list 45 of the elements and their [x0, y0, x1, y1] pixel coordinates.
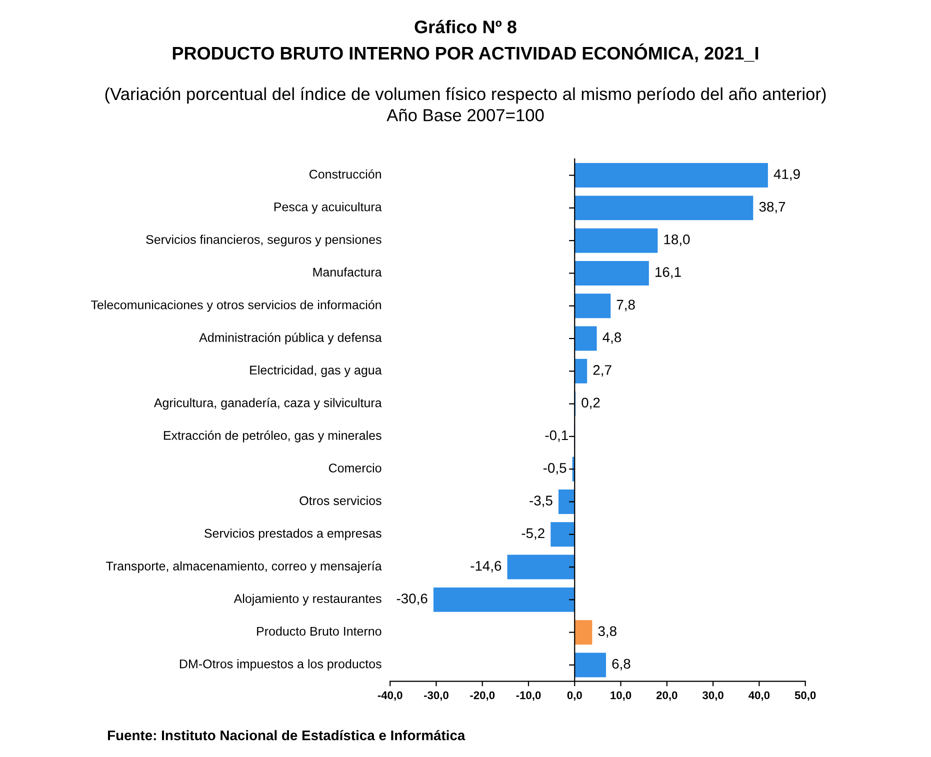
x-tick-label: -30,0	[424, 691, 448, 701]
x-tick-label: 10,0	[610, 691, 632, 701]
data-label: -14,6	[470, 560, 502, 572]
y-tick-label: Agricultura, ganadería, caza y silvicultura	[154, 398, 382, 410]
data-label: 6,8	[612, 658, 630, 670]
x-tick-label: -40,0	[378, 691, 402, 701]
y-tick-label: Electricidad, gas y agua	[250, 365, 382, 377]
data-label: 16,1	[656, 267, 681, 279]
data-label: -5,2	[522, 528, 544, 540]
x-tick-label: 0,0	[567, 691, 582, 701]
data-label: -0,1	[545, 430, 568, 442]
y-tick-label: Servicios prestados a empresas	[204, 528, 382, 540]
x-tick-label: 40,0	[748, 691, 770, 701]
y-tick-label: Alojamiento y restaurantes	[234, 594, 382, 606]
data-label: 4,8	[602, 332, 622, 344]
data-label: 3,8	[598, 626, 616, 638]
y-tick-label: Extracción de petróleo, gas y minerales	[164, 430, 382, 442]
y-tick-label: Administración pública y defensa	[199, 332, 382, 344]
source-note: Fuente: Instituto Nacional de Estadística e Informática	[108, 730, 466, 740]
y-tick-label: Transporte, almacenamiento, correo y mensajería	[106, 561, 382, 573]
x-tick-label: -20,0	[470, 691, 495, 701]
data-label: 7,8	[616, 300, 635, 312]
y-tick-label: Manufactura	[313, 267, 382, 277]
data-label: 18,0	[664, 234, 690, 246]
y-tick-label: Producto Bruto Interno	[257, 626, 382, 636]
x-tick-label: -10,0	[516, 691, 541, 701]
y-tick-label: Comercio	[328, 463, 382, 472]
data-label: 38,7	[759, 202, 786, 214]
data-label: -3,5	[530, 496, 552, 508]
data-label: -0,5	[543, 462, 566, 474]
data-label: 2,7	[593, 365, 612, 377]
chart-title: Gráfico Nº 8 PRODUCTO BRUTO INTERNO POR ACTIVIDAD ECONÓMICA, 2021_I	[172, 20, 758, 62]
data-label: -30,6	[396, 594, 428, 606]
x-tick-label: 20,0	[656, 691, 678, 701]
x-tick-label: 50,0	[794, 691, 816, 701]
chart-subtitle: (Variación porcentual del índice de volumen físico respecto al mismo período del año anterior) Año Base 2007=100	[105, 87, 826, 122]
y-tick-label: DM-Otros impuestos a los productos	[180, 659, 382, 671]
y-tick-label: Telecomunicaciones y otros servicios de información	[90, 300, 381, 312]
data-label: 41,9	[774, 169, 800, 181]
y-tick-label: Servicios financieros, seguros y pensiones	[146, 234, 382, 246]
y-tick-label: Construcción	[309, 169, 381, 179]
y-tick-label: Pesca y acuicultura	[274, 202, 382, 214]
data-label: 0,2	[582, 398, 600, 410]
x-tick-label: 30,0	[702, 691, 724, 701]
y-tick-label: Otros servicios	[300, 496, 382, 506]
